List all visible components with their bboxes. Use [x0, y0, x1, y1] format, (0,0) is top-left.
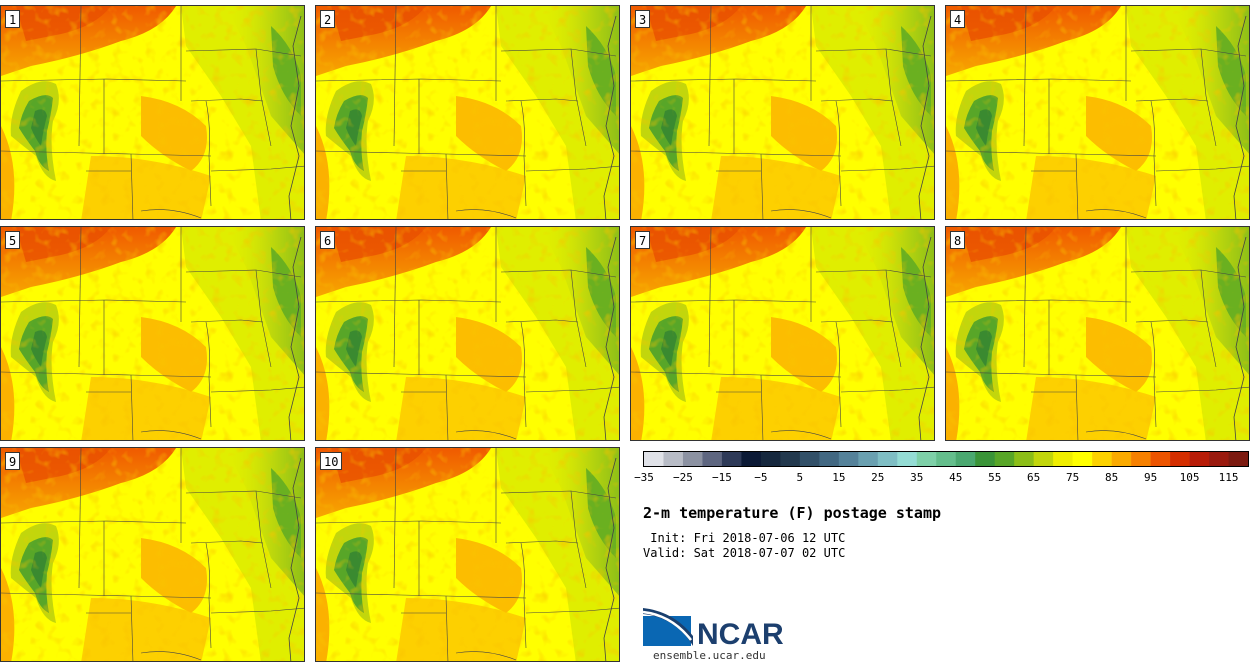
- colorbar-tick-label: −15: [711, 471, 732, 484]
- ncar-logo: NCAR: [643, 608, 784, 648]
- ensemble-member-map: 2: [315, 5, 620, 220]
- colorbar-tick-label: 35: [910, 471, 924, 484]
- colorbar-segment: [819, 452, 840, 466]
- colorbar-segment: [1033, 452, 1054, 466]
- page-title: 2-m temperature (F) postage stamp: [643, 504, 942, 522]
- colorbar-segment: [916, 452, 937, 466]
- colorbar-segment: [955, 452, 976, 466]
- colorbar-segment: [760, 452, 781, 466]
- member-number-label: 10: [320, 452, 343, 470]
- ensemble-member-map: 7: [630, 226, 935, 441]
- member-number-label: 5: [5, 231, 21, 249]
- member-number-label: 3: [635, 10, 651, 28]
- colorbar-tick-label: 55: [988, 471, 1002, 484]
- colorbar-tick-label: 85: [1104, 471, 1119, 484]
- colorbar-segment: [1014, 452, 1034, 466]
- ensemble-member-map: 6: [315, 226, 620, 441]
- ensemble-member-map: 10: [315, 447, 620, 662]
- ensemble-member-map: 1: [0, 5, 305, 220]
- colorbar-segment: [1170, 452, 1190, 466]
- member-number-label: 7: [635, 231, 651, 249]
- ensemble-member-map: 8: [945, 226, 1250, 441]
- colorbar-tick-label: 75: [1066, 471, 1080, 484]
- colorbar-segment: [644, 452, 664, 466]
- colorbar-tick-label: 45: [949, 471, 963, 484]
- colorbar-segment: [994, 452, 1015, 466]
- member-number-label: 6: [320, 231, 336, 249]
- colorbar-segment: [1209, 452, 1229, 466]
- colorbar-tick-label: −5: [754, 471, 768, 484]
- colorbar-tick-label: 25: [871, 471, 885, 484]
- colorbar-segment: [799, 452, 820, 466]
- colorbar-segment: [897, 452, 918, 466]
- colorbar-tick-label: −25: [673, 471, 693, 484]
- colorbar-segment: [1053, 452, 1073, 466]
- colorbar-segment: [1072, 452, 1093, 466]
- temperature-colorbar: [643, 451, 1249, 467]
- ensemble-member-map: 5: [0, 226, 305, 441]
- colorbar-segment: [663, 452, 684, 466]
- colorbar-tick-label: 5: [796, 471, 804, 484]
- member-number-label: 4: [950, 10, 966, 28]
- colorbar-tick-label: 65: [1027, 471, 1041, 484]
- member-number-label: 2: [320, 10, 336, 28]
- member-number-label: 1: [5, 10, 21, 28]
- colorbar-segment: [975, 452, 996, 466]
- ensemble-member-map: 4: [945, 5, 1250, 220]
- colorbar-segment: [741, 452, 762, 466]
- ensemble-member-map: 3: [630, 5, 935, 220]
- colorbar-segment: [721, 452, 742, 466]
- colorbar-segment: [1150, 452, 1171, 466]
- colorbar-tick-label: 115: [1218, 471, 1239, 484]
- init-time: Init: Fri 2018-07-06 12 UTC: [643, 531, 846, 545]
- member-number-label: 9: [5, 452, 21, 470]
- colorbar-segment: [702, 452, 723, 466]
- colorbar-tick-label: 105: [1179, 471, 1200, 484]
- member-number-label: 8: [950, 231, 966, 249]
- logo-wordmark: NCAR: [697, 618, 784, 648]
- colorbar-segment: [838, 452, 859, 466]
- colorbar-tick-label: 95: [1143, 471, 1158, 484]
- logo-url: ensemble.ucar.edu: [653, 649, 766, 662]
- colorbar-tick-label: −35: [634, 471, 654, 484]
- colorbar-segment: [1131, 452, 1151, 466]
- colorbar-segment: [1111, 452, 1132, 466]
- colorbar-segment: [858, 452, 879, 466]
- valid-time: Valid: Sat 2018-07-07 02 UTC: [643, 546, 846, 560]
- colorbar-segment: [1228, 452, 1249, 466]
- colorbar-segment: [877, 452, 898, 466]
- colorbar-tick-label: 15: [832, 471, 846, 484]
- ensemble-member-map: 9: [0, 447, 305, 662]
- colorbar-segment: [936, 452, 957, 466]
- colorbar-segment: [1092, 452, 1112, 466]
- colorbar-segment: [780, 452, 801, 466]
- colorbar-segment: [682, 452, 703, 466]
- colorbar-segment: [1189, 452, 1210, 466]
